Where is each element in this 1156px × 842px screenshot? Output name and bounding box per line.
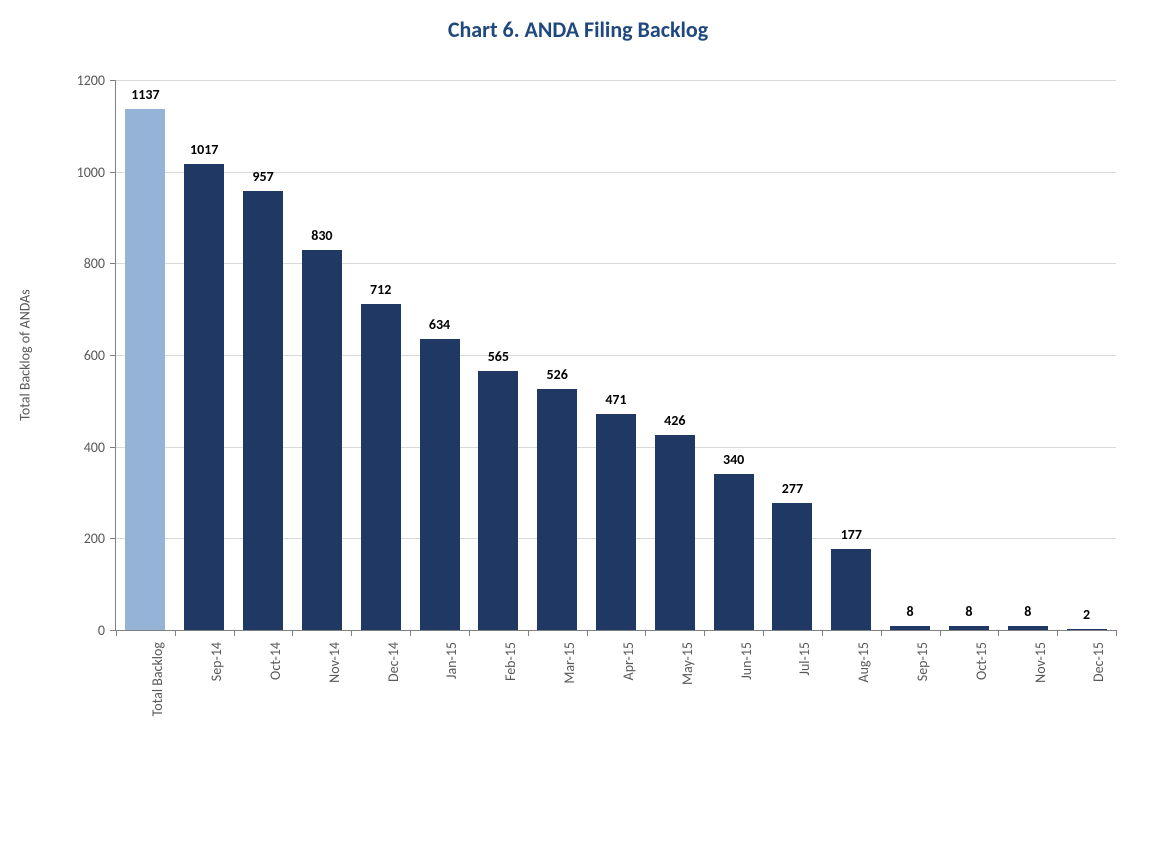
chart-title: Chart 6. ANDA Filing Backlog [0, 16, 1156, 43]
data-label: 565 [469, 348, 528, 365]
x-tick-label: Jun-15 [738, 642, 755, 842]
data-label: 1017 [175, 141, 234, 158]
bar [831, 549, 871, 630]
data-label: 426 [645, 412, 704, 429]
x-tick-mark [528, 630, 529, 636]
data-label: 2 [1057, 606, 1116, 623]
x-tick-mark [587, 630, 588, 636]
x-tick-mark [704, 630, 705, 636]
chart-root: Chart 6. ANDA Filing Backlog Total Backl… [0, 0, 1156, 794]
x-tick-mark [410, 630, 411, 636]
bar [184, 164, 224, 630]
x-tick-mark [940, 630, 941, 636]
x-tick-mark [469, 630, 470, 636]
y-tick-label: 800 [55, 255, 105, 272]
bar [361, 304, 401, 630]
data-label: 177 [822, 526, 881, 543]
data-label: 471 [587, 391, 646, 408]
data-label: 526 [528, 366, 587, 383]
bar [772, 503, 812, 630]
x-tick-label: Oct-15 [973, 642, 990, 842]
bar [890, 626, 930, 630]
bar [949, 626, 989, 630]
x-tick-mark [234, 630, 235, 636]
bar [655, 435, 695, 630]
y-tick-label: 400 [55, 439, 105, 456]
y-tick-label: 1200 [55, 72, 105, 89]
y-tick-label: 200 [55, 530, 105, 547]
bar [596, 414, 636, 630]
x-tick-label: Jan-15 [443, 642, 460, 842]
data-label: 830 [292, 227, 351, 244]
x-tick-label: Jul-15 [796, 642, 813, 842]
data-label: 8 [881, 603, 940, 620]
x-tick-label: Oct-14 [267, 642, 284, 842]
data-label: 712 [351, 281, 410, 298]
x-tick-label: Dec-14 [385, 642, 402, 842]
x-tick-mark [1057, 630, 1058, 636]
bar [1008, 626, 1048, 630]
data-label: 8 [940, 603, 999, 620]
y-tick-label: 1000 [55, 164, 105, 181]
x-tick-mark [292, 630, 293, 636]
x-tick-mark [822, 630, 823, 636]
data-label: 277 [763, 480, 822, 497]
x-tick-mark [881, 630, 882, 636]
x-tick-mark [1116, 630, 1117, 636]
x-tick-mark [998, 630, 999, 636]
x-tick-label: Nov-15 [1032, 642, 1049, 842]
data-label: 634 [410, 316, 469, 333]
y-tick-label: 600 [55, 347, 105, 364]
x-tick-label: Aug-15 [855, 642, 872, 842]
x-tick-mark [645, 630, 646, 636]
x-tick-mark [175, 630, 176, 636]
data-label: 340 [704, 451, 763, 468]
data-label: 1137 [116, 86, 175, 103]
bar [125, 109, 165, 630]
y-axis-label: Total Backlog of ANDAs [17, 289, 34, 420]
x-tick-label: Mar-15 [561, 642, 578, 842]
x-tick-label: Sep-15 [914, 642, 931, 842]
bar [1067, 629, 1107, 630]
y-tick-label: 0 [55, 622, 105, 639]
x-tick-label: Dec-15 [1090, 642, 1107, 842]
x-tick-mark [763, 630, 764, 636]
x-tick-mark [116, 630, 117, 636]
bar [420, 339, 460, 630]
x-tick-label: Apr-15 [620, 642, 637, 842]
data-label: 957 [234, 168, 293, 185]
bar [243, 191, 283, 630]
x-tick-label: Nov-14 [326, 642, 343, 842]
bar [302, 250, 342, 630]
gridline [116, 80, 1116, 81]
bar [537, 389, 577, 630]
x-tick-label: Total Backlog [149, 642, 166, 842]
x-tick-label: Sep-14 [208, 642, 225, 842]
data-label: 8 [998, 603, 1057, 620]
x-tick-label: May-15 [679, 642, 696, 842]
x-tick-mark [351, 630, 352, 636]
x-tick-label: Feb-15 [502, 642, 519, 842]
bar [478, 371, 518, 630]
bar [714, 474, 754, 630]
plot-area: 1137 1017957 830 712 634565526471 426 340277 17… [115, 80, 1116, 631]
